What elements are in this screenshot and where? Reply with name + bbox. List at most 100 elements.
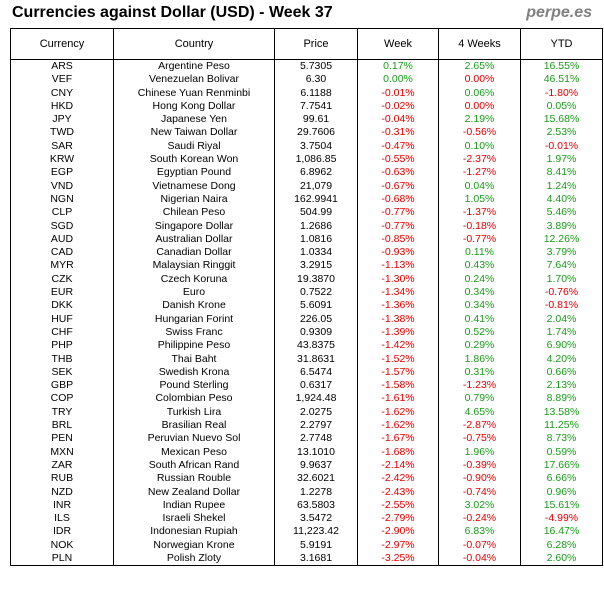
table-row: PEN Peruvian Nuevo Sol 2.7748 -1.67% -0.75% 8… xyxy=(11,432,603,445)
cell-week-change: -2.14% xyxy=(358,459,439,472)
table-row: EUR Euro 0.7522 -1.34% 0.34% -0.76% xyxy=(11,286,603,299)
cell-country: Philippine Peso xyxy=(114,339,275,352)
cell-week-change: -0.01% xyxy=(358,87,439,100)
cell-4weeks-change: 3.02% xyxy=(439,499,521,512)
column-header-country: Country xyxy=(114,29,275,60)
cell-currency-code: COP xyxy=(11,392,114,405)
cell-country: Turkish Lira xyxy=(114,406,275,419)
cell-ytd-change: 6.66% xyxy=(521,472,603,485)
cell-price: 226.05 xyxy=(275,313,358,326)
cell-country: Brasilian Real xyxy=(114,419,275,432)
cell-price: 3.2915 xyxy=(275,259,358,272)
cell-4weeks-change: -2.87% xyxy=(439,419,521,432)
cell-ytd-change: 4.20% xyxy=(521,353,603,366)
cell-country: New Zealand Dollar xyxy=(114,486,275,499)
cell-country: Swedish Krona xyxy=(114,366,275,379)
cell-4weeks-change: 0.34% xyxy=(439,299,521,312)
cell-week-change: -0.63% xyxy=(358,166,439,179)
cell-week-change: 0.17% xyxy=(358,60,439,74)
cell-week-change: -0.68% xyxy=(358,193,439,206)
cell-country: Mexican Peso xyxy=(114,446,275,459)
cell-country: Japanese Yen xyxy=(114,113,275,126)
cell-ytd-change: 0.59% xyxy=(521,446,603,459)
cell-4weeks-change: -0.18% xyxy=(439,220,521,233)
cell-price: 7.7541 xyxy=(275,100,358,113)
cell-week-change: -1.13% xyxy=(358,259,439,272)
cell-price: 504.99 xyxy=(275,206,358,219)
brand-logo-text: perpe.es xyxy=(526,4,592,22)
table-row: CHF Swiss Franc 0.9309 -1.39% 0.52% 1.74% xyxy=(11,326,603,339)
cell-ytd-change: 1.24% xyxy=(521,180,603,193)
cell-currency-code: ARS xyxy=(11,60,114,74)
cell-4weeks-change: 0.43% xyxy=(439,259,521,272)
cell-price: 19.3870 xyxy=(275,273,358,286)
cell-price: 1.0334 xyxy=(275,246,358,259)
cell-ytd-change: 8.89% xyxy=(521,392,603,405)
column-header-4weeks: 4 Weeks xyxy=(439,29,521,60)
cell-price: 5.7305 xyxy=(275,60,358,74)
cell-price: 1,086.85 xyxy=(275,153,358,166)
cell-country: Norwegian Krone xyxy=(114,539,275,552)
cell-ytd-change: 13.58% xyxy=(521,406,603,419)
cell-ytd-change: 15.68% xyxy=(521,113,603,126)
cell-price: 43.8375 xyxy=(275,339,358,352)
cell-week-change: -0.47% xyxy=(358,140,439,153)
cell-currency-code: CLP xyxy=(11,206,114,219)
cell-week-change: -0.93% xyxy=(358,246,439,259)
cell-price: 31.8631 xyxy=(275,353,358,366)
cell-currency-code: TWD xyxy=(11,126,114,139)
cell-ytd-change: 6.90% xyxy=(521,339,603,352)
cell-country: Thai Baht xyxy=(114,353,275,366)
cell-ytd-change: 0.05% xyxy=(521,100,603,113)
cell-4weeks-change: -0.75% xyxy=(439,432,521,445)
cell-week-change: -3.25% xyxy=(358,552,439,566)
cell-4weeks-change: -0.77% xyxy=(439,233,521,246)
cell-ytd-change: 0.66% xyxy=(521,366,603,379)
table-row: DKK Danish Krone 5.6091 -1.36% 0.34% -0.81% xyxy=(11,299,603,312)
cell-country: Venezuelan Bolivar xyxy=(114,73,275,86)
cell-week-change: -0.77% xyxy=(358,220,439,233)
table-row: THB Thai Baht 31.8631 -1.52% 1.86% 4.20% xyxy=(11,353,603,366)
cell-ytd-change: 0.96% xyxy=(521,486,603,499)
cell-ytd-change: 2.04% xyxy=(521,313,603,326)
cell-4weeks-change: 0.00% xyxy=(439,100,521,113)
cell-currency-code: IDR xyxy=(11,525,114,538)
cell-currency-code: NZD xyxy=(11,486,114,499)
cell-4weeks-change: 1.05% xyxy=(439,193,521,206)
cell-country: Vietnamese Dong xyxy=(114,180,275,193)
table-row: RUB Russian Rouble 32.6021 -2.42% -0.90% 6.66… xyxy=(11,472,603,485)
cell-4weeks-change: 0.34% xyxy=(439,286,521,299)
cell-week-change: -1.67% xyxy=(358,432,439,445)
cell-4weeks-change: -0.56% xyxy=(439,126,521,139)
cell-currency-code: ZAR xyxy=(11,459,114,472)
cell-country: South Korean Won xyxy=(114,153,275,166)
cell-ytd-change: -0.76% xyxy=(521,286,603,299)
cell-price: 3.7504 xyxy=(275,140,358,153)
cell-price: 0.9309 xyxy=(275,326,358,339)
cell-ytd-change: 1.74% xyxy=(521,326,603,339)
cell-4weeks-change: 2.19% xyxy=(439,113,521,126)
cell-ytd-change: 5.46% xyxy=(521,206,603,219)
cell-ytd-change: 15.61% xyxy=(521,499,603,512)
cell-ytd-change: 2.53% xyxy=(521,126,603,139)
table-row: ARS Argentine Peso 5.7305 0.17% 2.65% 16.55% xyxy=(11,60,603,74)
cell-currency-code: THB xyxy=(11,353,114,366)
cell-price: 6.5474 xyxy=(275,366,358,379)
cell-week-change: -0.85% xyxy=(358,233,439,246)
table-row: INR Indian Rupee 63.5803 -2.55% 3.02% 15.61% xyxy=(11,499,603,512)
cell-week-change: -1.57% xyxy=(358,366,439,379)
cell-week-change: -1.58% xyxy=(358,379,439,392)
cell-country: Nigerian Naira xyxy=(114,193,275,206)
table-row: NGN Nigerian Naira 162.9941 -0.68% 1.05% 4.40… xyxy=(11,193,603,206)
cell-currency-code: RUB xyxy=(11,472,114,485)
cell-ytd-change: 8.41% xyxy=(521,166,603,179)
cell-currency-code: CAD xyxy=(11,246,114,259)
table-row: SEK Swedish Krona 6.5474 -1.57% 0.31% 0.66% xyxy=(11,366,603,379)
cell-country: Egyptian Pound xyxy=(114,166,275,179)
cell-week-change: -1.52% xyxy=(358,353,439,366)
cell-week-change: -1.42% xyxy=(358,339,439,352)
cell-ytd-change: 3.89% xyxy=(521,220,603,233)
cell-currency-code: CZK xyxy=(11,273,114,286)
cell-currency-code: DKK xyxy=(11,299,114,312)
table-row: ZAR South African Rand 9.9637 -2.14% -0.39% 1… xyxy=(11,459,603,472)
